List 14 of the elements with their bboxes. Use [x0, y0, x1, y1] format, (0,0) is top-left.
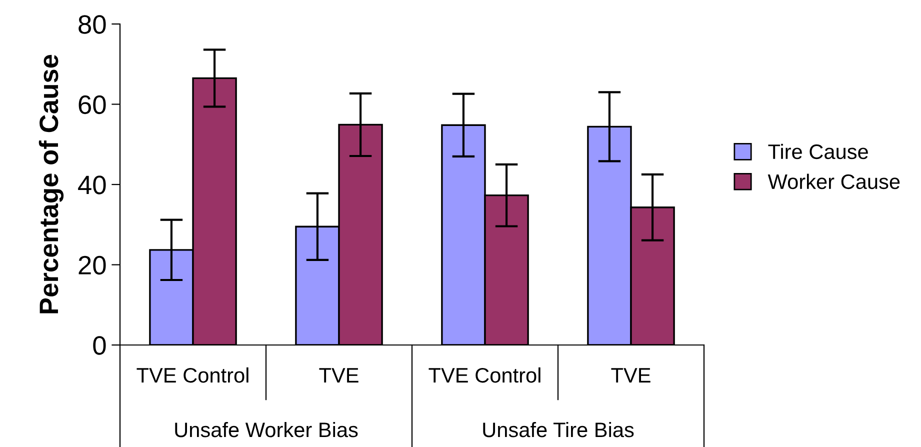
y-tick-label: 20 [78, 256, 106, 275]
x-tick-label: TVE Control [136, 367, 248, 383]
x-tick-label: TVE Control [428, 367, 540, 383]
y-axis-title: Percentage of Cause [38, 54, 64, 314]
y-tick-label: 0 [93, 336, 106, 355]
y-tick-label: 40 [78, 176, 106, 194]
text: Unsafe Tire Bias [483, 422, 634, 438]
x-tick-label: TVE [319, 368, 358, 382]
legend-label: Worker Cause [768, 174, 900, 190]
y-tick-label: 60 [78, 95, 106, 114]
y-tick-label: 80 [78, 15, 106, 34]
legend-label: Tire Cause [768, 144, 868, 160]
text: Unsafe Worker Bias [175, 422, 358, 438]
x-tick-label: TVE [611, 368, 650, 382]
